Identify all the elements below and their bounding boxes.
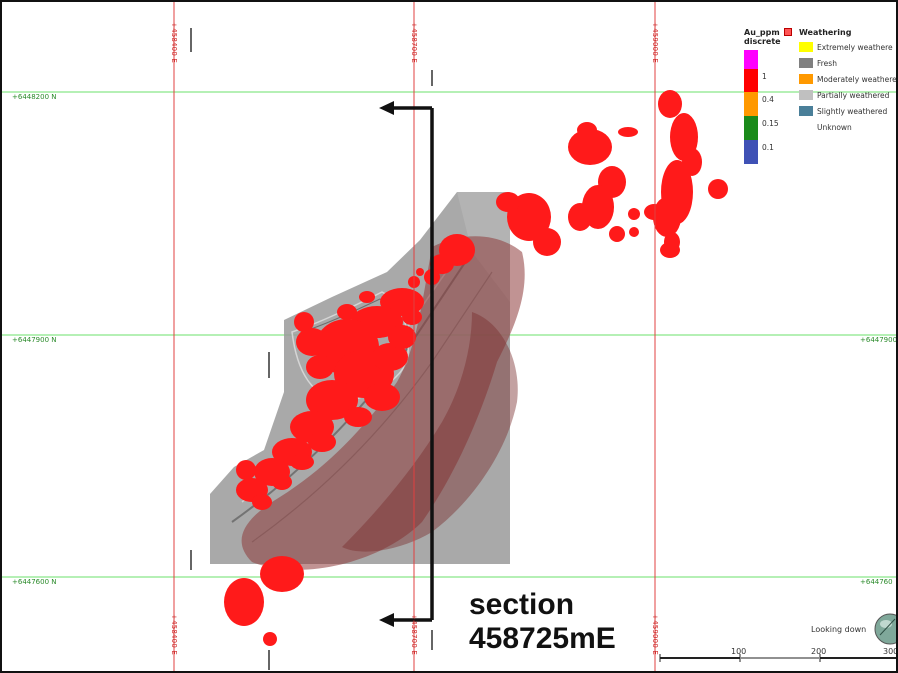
orebody-blob xyxy=(236,460,256,480)
legend-weathering-label: Moderately weathere xyxy=(817,75,897,84)
orebody-blob xyxy=(252,494,272,510)
legend-au-label: 1 xyxy=(762,72,767,81)
section-label-line2: 458725mE xyxy=(469,622,616,655)
section-label: section 458725mE xyxy=(469,588,616,656)
legend-au-label: 0.1 xyxy=(762,143,774,152)
section-label-line1: section xyxy=(469,588,575,621)
easting-tick-label: +458400 E xyxy=(170,22,178,64)
legend-weathering-swatch xyxy=(799,90,813,100)
orebody-blob xyxy=(609,226,625,242)
orebody-blob xyxy=(533,228,561,256)
legend-au-swatch xyxy=(744,50,758,69)
orebody-blob xyxy=(644,204,664,220)
orebody-blob xyxy=(577,122,597,138)
orebody-blob xyxy=(628,208,640,220)
legend-au-swatch xyxy=(744,140,758,164)
orebody-blob xyxy=(658,90,682,118)
orebody-blob xyxy=(296,328,328,356)
legend-weathering-swatch xyxy=(799,106,813,116)
view-orientation-label: Looking down xyxy=(811,625,867,634)
scale-bar-label: 100 xyxy=(731,647,747,656)
orebody-blob xyxy=(337,304,357,320)
orebody-blob xyxy=(708,179,728,199)
legend-weathering-title: Weathering xyxy=(799,28,852,37)
orebody-blob xyxy=(568,203,592,231)
legend-weathering-swatch xyxy=(799,74,813,84)
section-arrow-bottom xyxy=(379,613,394,627)
scale-bar-label: 300 xyxy=(883,647,898,656)
northing-tick-label: +6447900 xyxy=(860,336,898,344)
legend-weathering-swatch xyxy=(799,58,813,68)
legend-weathering-label: Extremely weathere xyxy=(817,43,893,52)
orebody-blob xyxy=(496,192,520,212)
orebody-blob xyxy=(430,254,454,274)
northing-tick-label: +644760 xyxy=(860,578,893,586)
legend-au-label: 0.4 xyxy=(762,95,774,104)
legend-weathering-label: Unknown xyxy=(817,123,852,132)
section-arrow-top xyxy=(379,101,394,115)
legend-weathering-swatch xyxy=(799,42,813,52)
legend-au-title: Au_ppm discrete xyxy=(744,28,781,46)
easting-tick-label: +458700 E xyxy=(410,22,418,64)
legend-au-title-line1: Au_ppm xyxy=(744,28,780,37)
orebody-blob xyxy=(290,454,314,470)
northing-tick-label: +6448200 N xyxy=(12,93,57,101)
orebody-blob xyxy=(306,380,358,420)
legend-weathering-label: Fresh xyxy=(817,59,837,68)
section-line xyxy=(390,106,434,622)
easting-tick-label: +459000 E xyxy=(651,22,659,64)
easting-tick-label: +458400 E xyxy=(170,614,178,656)
orebody-blob xyxy=(224,578,264,626)
orebody-blob xyxy=(618,127,638,137)
legend-weathering-label: Slightly weathered xyxy=(817,107,888,116)
orebody-blob xyxy=(308,432,336,452)
legend-au-swatch xyxy=(744,116,758,140)
grid-tick-marks xyxy=(190,28,433,670)
legend-au-label: 0.15 xyxy=(762,119,779,128)
easting-tick-label: +458700 E xyxy=(410,614,418,656)
scale-bar-label: 200 xyxy=(811,647,827,656)
orebody-blob xyxy=(372,343,408,371)
orebody-blob xyxy=(364,383,400,411)
northing-tick-label: +6447900 N xyxy=(12,336,57,344)
orebody xyxy=(224,90,728,646)
legend-au-title-line2: discrete xyxy=(744,37,781,46)
northing-tick-label: +6447600 N xyxy=(12,578,57,586)
orebody-blob xyxy=(294,312,314,332)
orebody-blob xyxy=(263,632,277,646)
orebody-blob xyxy=(359,291,375,303)
orientation-sphere-icon[interactable] xyxy=(874,613,898,645)
legend-au-swatch xyxy=(744,92,758,116)
orebody-blob xyxy=(306,355,334,379)
orebody-blob xyxy=(416,268,424,276)
orebody-blob xyxy=(568,129,612,165)
close-icon[interactable] xyxy=(784,28,792,36)
legend-au-swatch xyxy=(744,69,758,92)
orebody-blob xyxy=(629,227,639,237)
orebody-blob xyxy=(344,407,372,427)
legend-weathering-label: Partially weathered xyxy=(817,91,890,100)
orebody-blob xyxy=(660,242,680,258)
orebody-blob xyxy=(260,556,304,592)
orebody-blob xyxy=(402,309,422,325)
orebody-blob xyxy=(272,474,292,490)
easting-tick-label: +459000 E xyxy=(651,614,659,656)
orebody-blob xyxy=(388,325,416,349)
